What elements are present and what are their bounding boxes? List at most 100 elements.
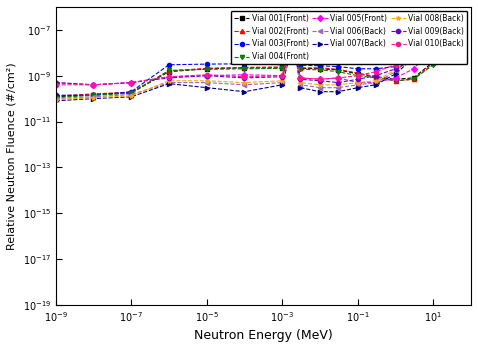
Vial 002(Front) [335, 67, 341, 72]
Vial 002(Front) [297, 66, 303, 70]
Vial 001(Front) [392, 77, 398, 81]
Vial 001(Front) [355, 72, 360, 76]
Vial 010(Back) [317, 77, 323, 81]
Vial 006(Back) [53, 97, 59, 101]
Vial 007(Back) [291, 38, 296, 42]
Vial 005(Front) [335, 76, 341, 80]
Vial 006(Back) [335, 86, 341, 90]
Vial 009(Back) [457, 36, 463, 40]
Vial 004(Front) [430, 63, 436, 67]
Vial 001(Front) [53, 95, 59, 99]
Legend: Vial 001(Front), Vial 002(Front), Vial 003(Front), Vial 004(Front), Vial 005(Fro: Vial 001(Front), Vial 002(Front), Vial 0… [231, 11, 467, 64]
Vial 005(Front) [53, 81, 59, 85]
Vial 005(Front) [373, 81, 379, 85]
Vial 003(Front) [129, 90, 134, 94]
Vial 003(Front) [355, 67, 360, 71]
Vial 004(Front) [204, 67, 210, 72]
Line: Vial 004(Front): Vial 004(Front) [54, 42, 462, 100]
Vial 010(Back) [91, 83, 97, 87]
Line: Vial 010(Back): Vial 010(Back) [54, 34, 462, 87]
Vial 005(Front) [291, 35, 296, 39]
Vial 007(Back) [373, 83, 379, 87]
Vial 002(Front) [373, 75, 379, 79]
Vial 001(Front) [166, 69, 172, 74]
Vial 006(Back) [457, 35, 463, 39]
Vial 010(Back) [297, 76, 303, 80]
Vial 003(Front) [297, 63, 303, 67]
Vial 004(Front) [355, 74, 360, 78]
Vial 004(Front) [279, 66, 285, 70]
Vial 010(Back) [411, 53, 416, 57]
Vial 006(Back) [442, 40, 447, 44]
Vial 006(Back) [430, 44, 436, 48]
Vial 009(Back) [166, 76, 172, 80]
Vial 001(Front) [297, 66, 303, 70]
Vial 005(Front) [279, 74, 285, 78]
Vial 006(Back) [204, 81, 210, 85]
Vial 005(Front) [204, 74, 210, 78]
Vial 010(Back) [279, 74, 285, 78]
Vial 008(Back) [242, 81, 248, 85]
Vial 003(Front) [166, 63, 172, 67]
Vial 005(Front) [91, 83, 97, 87]
Vial 004(Front) [166, 68, 172, 73]
Vial 009(Back) [335, 81, 341, 85]
Vial 010(Back) [335, 76, 341, 80]
Vial 008(Back) [335, 83, 341, 87]
Vial 001(Front) [91, 92, 97, 97]
Vial 003(Front) [430, 40, 436, 44]
Line: Vial 008(Back): Vial 008(Back) [54, 36, 462, 102]
Vial 006(Back) [291, 37, 296, 41]
Vial 007(Back) [204, 86, 210, 90]
Vial 008(Back) [317, 83, 323, 87]
Vial 008(Back) [411, 54, 416, 58]
Vial 009(Back) [91, 83, 97, 87]
Vial 009(Back) [53, 81, 59, 85]
Vial 004(Front) [53, 96, 59, 100]
Vial 008(Back) [53, 98, 59, 102]
Vial 009(Back) [297, 77, 303, 81]
Vial 005(Front) [129, 81, 134, 85]
Vial 003(Front) [392, 65, 398, 69]
Vial 001(Front) [317, 67, 323, 71]
Vial 004(Front) [373, 76, 379, 80]
Vial 003(Front) [204, 62, 210, 66]
Vial 006(Back) [91, 95, 97, 99]
Vial 001(Front) [442, 44, 447, 48]
Vial 009(Back) [411, 58, 416, 62]
Vial 002(Front) [442, 45, 447, 49]
Vial 008(Back) [430, 45, 436, 49]
Vial 006(Back) [373, 81, 379, 85]
Vial 010(Back) [430, 42, 436, 46]
Vial 007(Back) [129, 95, 134, 99]
Vial 009(Back) [129, 81, 134, 85]
Vial 005(Front) [242, 73, 248, 77]
Vial 001(Front) [279, 66, 285, 70]
Vial 003(Front) [457, 36, 463, 40]
Vial 001(Front) [129, 91, 134, 95]
Vial 001(Front) [373, 75, 379, 79]
Vial 005(Front) [166, 75, 172, 79]
Vial 009(Back) [430, 49, 436, 53]
Vial 003(Front) [442, 38, 447, 42]
Vial 007(Back) [242, 90, 248, 94]
Vial 007(Back) [335, 90, 341, 94]
Vial 008(Back) [129, 94, 134, 98]
Vial 009(Back) [204, 74, 210, 78]
Y-axis label: Relative Neutron Fluence (#/cm²): Relative Neutron Fluence (#/cm²) [7, 62, 17, 250]
Vial 006(Back) [297, 83, 303, 87]
Vial 007(Back) [411, 56, 416, 60]
Line: Vial 001(Front): Vial 001(Front) [54, 42, 462, 99]
Vial 008(Back) [442, 40, 447, 45]
X-axis label: Neutron Energy (MeV): Neutron Energy (MeV) [194, 329, 333, 342]
Vial 008(Back) [204, 79, 210, 83]
Vial 010(Back) [129, 81, 134, 85]
Vial 005(Front) [457, 37, 463, 41]
Vial 008(Back) [297, 81, 303, 85]
Vial 002(Front) [430, 61, 436, 65]
Vial 004(Front) [317, 68, 323, 72]
Vial 002(Front) [129, 90, 134, 94]
Vial 006(Back) [242, 83, 248, 87]
Vial 010(Back) [442, 38, 447, 42]
Vial 008(Back) [279, 79, 285, 83]
